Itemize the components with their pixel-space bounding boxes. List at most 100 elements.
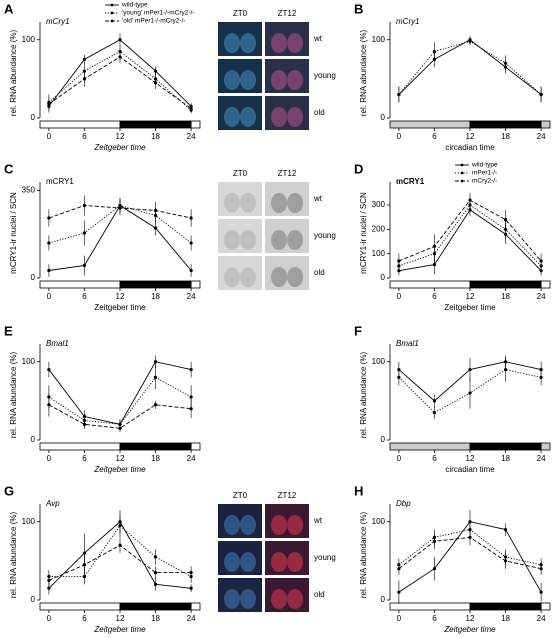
chart-title: mCRY1 (396, 177, 425, 186)
micrograph-tissue (224, 230, 240, 250)
data-point (539, 375, 543, 379)
data-point (397, 567, 401, 571)
data-point (82, 57, 87, 61)
data-point (468, 520, 472, 524)
micrograph-row-label: wt (313, 194, 323, 203)
micrograph-tissue (240, 552, 256, 572)
data-point (189, 395, 193, 399)
y-tick-label: 0 (381, 595, 386, 604)
micrograph-tissue (224, 552, 240, 572)
micrograph-tissue (240, 33, 256, 53)
x-tick-label: 12 (116, 132, 125, 141)
micrograph-column-label: ZT12 (278, 491, 297, 500)
series-line (398, 209, 542, 272)
micrograph (265, 256, 309, 290)
micrograph-tissue (240, 107, 256, 127)
micrograph (265, 182, 309, 216)
chart-title: Avp (45, 499, 60, 508)
x-tick-label: 12 (116, 454, 125, 463)
data-point (189, 586, 193, 590)
data-point (468, 535, 472, 539)
data-point (82, 263, 87, 268)
data-point (468, 198, 472, 202)
micrograph-tissue (271, 230, 287, 250)
data-point (153, 571, 158, 575)
x-tick-label: 6 (432, 614, 437, 623)
y-tick-label: 100 (372, 35, 386, 44)
data-point (468, 39, 472, 43)
x-tick-label: 0 (397, 292, 402, 301)
x-tick-label: 18 (151, 292, 160, 301)
x-tick-label: 24 (537, 292, 546, 301)
micrograph-tissue (287, 70, 303, 90)
micrograph-row-label: young (314, 231, 336, 240)
y-axis-label: rel. RNA abundance (%) (359, 512, 368, 599)
micrograph-tissue (271, 515, 287, 535)
legend-marker (110, 3, 114, 7)
panel-label: E (4, 323, 13, 338)
micrograph (265, 59, 309, 93)
light-bar-segment (540, 280, 551, 289)
data-point (153, 555, 158, 559)
series-line (48, 404, 192, 429)
data-point (153, 81, 158, 85)
series-line (48, 56, 192, 109)
x-tick-label: 0 (47, 292, 52, 301)
micrograph (218, 96, 262, 130)
y-tick-label: 0 (31, 273, 36, 282)
light-bar-segment (119, 442, 192, 451)
light-bar-segment (39, 442, 121, 451)
x-axis-label: Zeitgeber time (94, 303, 146, 312)
series-line (398, 204, 542, 267)
data-point (189, 367, 193, 372)
data-point (118, 206, 122, 210)
series-line (398, 40, 542, 95)
x-tick-label: 18 (501, 614, 510, 623)
panel-label: H (354, 483, 363, 498)
y-tick-label: 0 (31, 113, 36, 122)
data-point (47, 403, 51, 407)
legend-label: mCry2-/- (472, 178, 497, 185)
light-bar-segment (190, 120, 201, 129)
chart-title: Bmal1 (396, 339, 419, 348)
micrograph-tissue (287, 589, 303, 609)
data-point (153, 69, 158, 73)
legend-label: 'young' mPer1-/-mCry2-/- (122, 10, 195, 17)
light-bar-segment (39, 280, 121, 289)
panel-label: A (4, 1, 14, 16)
micrograph-tissue (287, 267, 303, 287)
data-point (118, 524, 122, 528)
series-line (48, 376, 192, 425)
micrograph-tissue (271, 193, 287, 213)
x-tick-label: 24 (537, 454, 546, 463)
x-tick-label: 12 (116, 292, 125, 301)
data-point (539, 259, 543, 263)
chart-title: mCry1 (46, 17, 70, 26)
micrograph-tissue (271, 552, 287, 572)
micrograph-tissue (271, 33, 287, 53)
micrograph (265, 219, 309, 253)
micrograph-tissue (224, 33, 240, 53)
micrograph-row-label: old (314, 590, 325, 599)
data-point (539, 567, 543, 571)
micrograph-tissue (287, 515, 303, 535)
light-bar-segment (469, 602, 542, 611)
micrograph-tissue (224, 70, 240, 90)
micrograph-tissue (287, 552, 303, 572)
data-point (432, 539, 437, 543)
micrograph-tissue (240, 267, 256, 287)
y-tick-label: 0 (381, 113, 386, 122)
x-tick-label: 24 (537, 132, 546, 141)
light-bar-segment (540, 442, 551, 451)
x-tick-label: 18 (501, 132, 510, 141)
micrograph-tissue (287, 33, 303, 53)
data-point (397, 375, 401, 379)
y-tick-label: 100 (372, 357, 386, 366)
chart-title: mCRY1 (46, 177, 74, 186)
x-tick-label: 0 (47, 614, 52, 623)
data-point (153, 360, 158, 364)
micrograph (218, 578, 262, 612)
data-point (153, 375, 158, 379)
x-tick-label: 12 (116, 614, 125, 623)
x-tick-label: 0 (47, 132, 52, 141)
